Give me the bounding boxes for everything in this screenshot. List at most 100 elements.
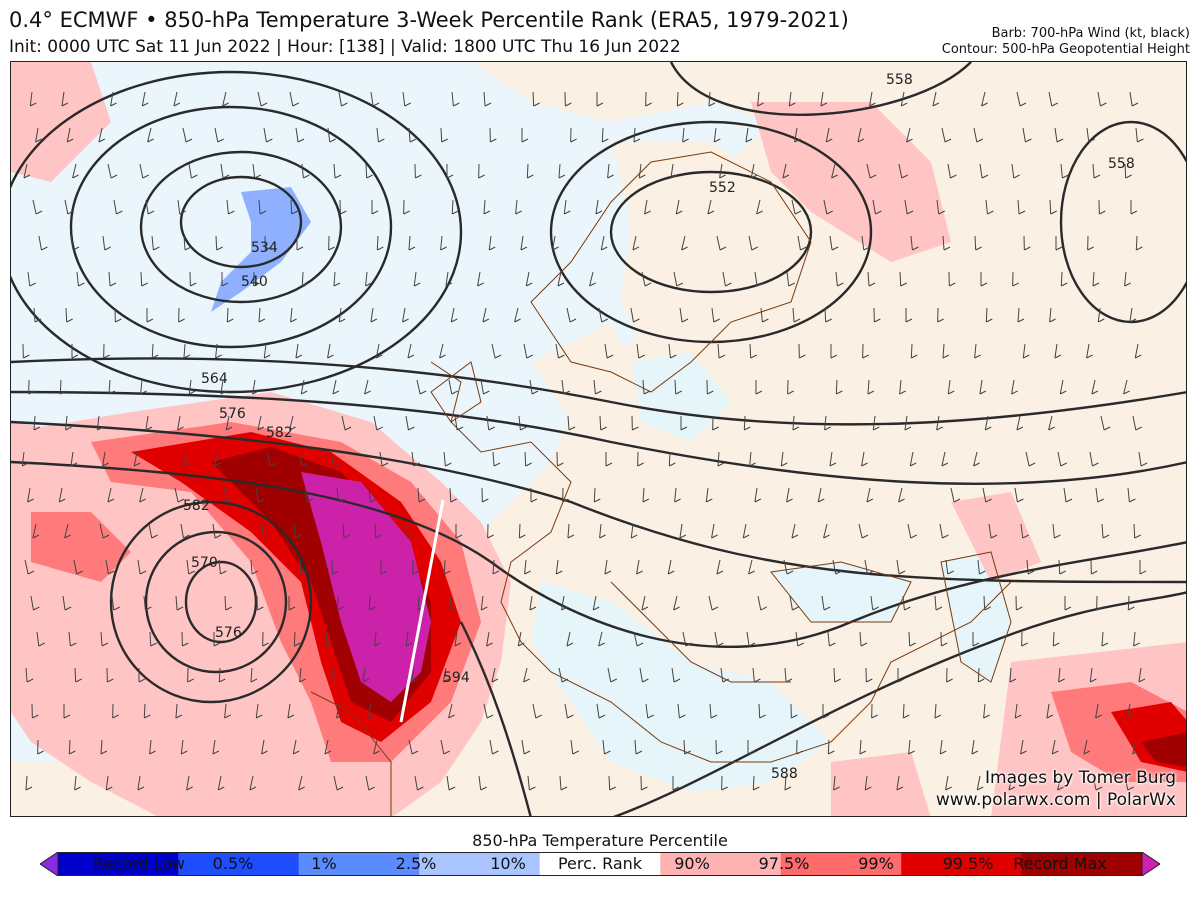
contour-label: 558 bbox=[886, 72, 913, 88]
wind-barb bbox=[483, 91, 492, 107]
wind-barb bbox=[945, 775, 952, 791]
wind-barb bbox=[140, 379, 147, 395]
wind-barb bbox=[589, 271, 596, 287]
wind-barb bbox=[332, 379, 340, 395]
wind-barb bbox=[147, 127, 154, 143]
wind-barb bbox=[985, 307, 993, 323]
wind-barb bbox=[745, 127, 753, 143]
wind-barb bbox=[908, 739, 915, 755]
wind-barb bbox=[873, 307, 881, 323]
wind-barb bbox=[1127, 595, 1135, 611]
wind-barb bbox=[898, 163, 908, 179]
wind-barb bbox=[637, 451, 644, 467]
wind-barb bbox=[263, 343, 271, 359]
wind-barb bbox=[784, 775, 792, 791]
wind-barb bbox=[106, 667, 114, 683]
wind-barb bbox=[523, 343, 533, 359]
wind-barb bbox=[607, 667, 617, 683]
wind-barb bbox=[370, 307, 378, 323]
wind-barb bbox=[1055, 236, 1063, 251]
wind-barb bbox=[480, 595, 488, 611]
wind-barb bbox=[713, 127, 721, 143]
wind-barb bbox=[65, 307, 73, 323]
wind-barb bbox=[215, 235, 223, 251]
wind-barb bbox=[74, 667, 82, 683]
wind-barb bbox=[37, 739, 44, 755]
colorbar-labels: Record Low 0.5% 1% 2.5% 10% Perc. Rank 90% 97.5… bbox=[0, 854, 1200, 884]
wind-barb bbox=[1063, 487, 1073, 503]
wind-barb bbox=[561, 379, 570, 395]
wind-barb bbox=[330, 667, 338, 683]
wind-barb bbox=[864, 775, 872, 791]
wind-barb bbox=[339, 199, 347, 215]
wind-barb bbox=[758, 703, 766, 719]
wind-barb bbox=[186, 775, 193, 791]
wind-barb bbox=[633, 127, 641, 143]
wind-barb bbox=[218, 559, 227, 575]
wind-barb bbox=[1096, 595, 1103, 611]
wind-barb bbox=[186, 559, 195, 575]
map-subtitle: Init: 0000 UTC Sat 11 Jun 2022 | Hour: [… bbox=[9, 37, 681, 57]
wind-barb bbox=[108, 379, 116, 395]
wind-barb bbox=[114, 307, 122, 323]
contour-label: 558 bbox=[1108, 156, 1135, 172]
wind-barb bbox=[454, 631, 462, 647]
wind-barb bbox=[31, 703, 39, 719]
wind-barb bbox=[65, 415, 72, 431]
wind-barb bbox=[782, 163, 790, 179]
wind-barb bbox=[1135, 127, 1144, 143]
wind-barb bbox=[376, 127, 385, 143]
wind-barb bbox=[1124, 775, 1134, 791]
wind-barb bbox=[899, 379, 906, 395]
wind-barb bbox=[337, 595, 344, 611]
wind-barb bbox=[596, 92, 604, 107]
wind-barb bbox=[25, 775, 33, 791]
wind-barb bbox=[138, 668, 146, 683]
wind-barb bbox=[448, 703, 455, 719]
wind-barb bbox=[102, 451, 109, 467]
colorbar-label: Perc. Rank bbox=[557, 854, 643, 873]
wind-barb bbox=[443, 559, 451, 575]
wind-barb bbox=[1135, 235, 1143, 251]
wind-barb bbox=[451, 91, 460, 107]
wind-barb bbox=[1020, 739, 1027, 755]
wind-barb bbox=[212, 523, 222, 539]
wind-barb bbox=[221, 272, 229, 287]
contour-label: 552 bbox=[709, 180, 736, 196]
wind-barb bbox=[754, 487, 762, 503]
wind-barb bbox=[327, 343, 334, 359]
wind-barb bbox=[105, 559, 115, 575]
wind-barb bbox=[222, 91, 229, 107]
wind-barb bbox=[298, 451, 308, 467]
wind-barb bbox=[902, 703, 910, 719]
wind-barb bbox=[709, 703, 718, 719]
wind-barb bbox=[865, 667, 873, 683]
wind-barb bbox=[258, 199, 267, 215]
wind-barb bbox=[333, 775, 344, 791]
wind-barb bbox=[1098, 199, 1106, 215]
wind-barb bbox=[668, 451, 676, 467]
wind-barb bbox=[62, 595, 72, 611]
wind-barb bbox=[872, 199, 882, 215]
wind-barb bbox=[1097, 91, 1107, 107]
wind-barb bbox=[478, 775, 487, 791]
wind-barb bbox=[189, 271, 197, 287]
wind-barb bbox=[293, 523, 302, 539]
wind-barb bbox=[405, 631, 413, 647]
wind-barb bbox=[524, 451, 532, 467]
wind-barb bbox=[984, 415, 992, 431]
wind-barb bbox=[486, 415, 495, 431]
wind-barb bbox=[445, 271, 453, 287]
wind-barb bbox=[264, 235, 272, 251]
wind-barb bbox=[985, 199, 994, 215]
wind-barb bbox=[140, 271, 148, 287]
wind-barb bbox=[1017, 199, 1026, 215]
wind-barb bbox=[367, 703, 375, 719]
wind-barb bbox=[823, 199, 833, 215]
wind-barb bbox=[255, 487, 265, 503]
wind-barb bbox=[223, 487, 233, 503]
wind-barb bbox=[798, 343, 806, 359]
wind-barb bbox=[717, 451, 725, 467]
wind-barb bbox=[907, 523, 917, 539]
wind-barb bbox=[139, 487, 146, 503]
